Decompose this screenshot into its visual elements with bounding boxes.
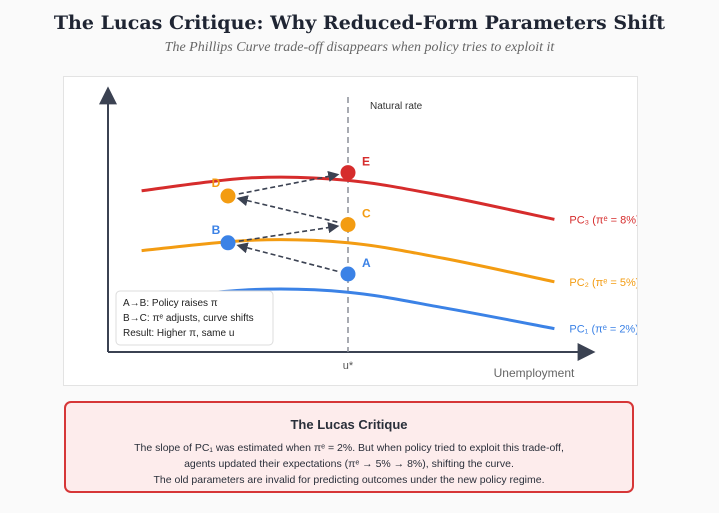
point-b — [220, 235, 236, 251]
x-tick-label: u* — [343, 360, 354, 372]
critique-line: The old parameters are invalid for predi… — [153, 474, 545, 486]
annotation-line: A→B: Policy raises π — [123, 298, 218, 309]
annotation-box — [115, 290, 274, 346]
critique-box: The Lucas Critique The slope of PC₁ was … — [64, 401, 634, 493]
point-e — [340, 165, 356, 181]
point-label-e: E — [362, 155, 370, 169]
point-label-d: D — [212, 176, 221, 190]
critique-title: The Lucas Critique — [290, 417, 408, 432]
x-axis-label: Unemployment — [494, 366, 575, 380]
critique-body: The slope of PC₁ was estimated when πᵉ =… — [66, 440, 632, 488]
point-d — [220, 188, 236, 204]
annotation-line: Result: Higher π, same u — [123, 328, 234, 339]
arrow-a-b — [236, 242, 338, 273]
point-label-c: C — [362, 207, 371, 221]
point-c — [340, 217, 356, 233]
critique-line: The slope of PC₁ was estimated when πᵉ =… — [134, 442, 564, 454]
phillips-curve-diagram: UnemploymentInflation (π)Natural rateu*P… — [99, 86, 637, 380]
natural-rate-label: Natural rate — [370, 101, 423, 112]
page-title: The Lucas Critique: Why Reduced-Form Par… — [53, 12, 666, 34]
curve-label-2: PC₂ (πᵉ = 5%) — [569, 277, 637, 289]
point-a — [340, 266, 356, 282]
arrow-d-e — [238, 170, 340, 195]
page-subtitle: The Phillips Curve trade-off disappears … — [164, 40, 555, 55]
arrow-b-c — [238, 222, 340, 242]
point-label-a: A — [362, 256, 371, 270]
curve-label-3: PC₃ (πᵉ = 8%) — [569, 214, 637, 226]
arrow-c-d — [236, 195, 338, 223]
curve-label-1: PC₁ (πᵉ = 2%) — [569, 324, 637, 336]
phillips-curve-2 — [141, 238, 555, 284]
annotation-line: B→C: πᵉ adjusts, curve shifts — [123, 313, 254, 324]
phillips-curve-3 — [141, 175, 555, 221]
point-label-b: B — [212, 223, 221, 237]
critique-line: agents updated their expectations (πᵉ → … — [184, 458, 514, 470]
diagram-panel: UnemploymentInflation (π)Natural rateu*P… — [63, 76, 638, 386]
